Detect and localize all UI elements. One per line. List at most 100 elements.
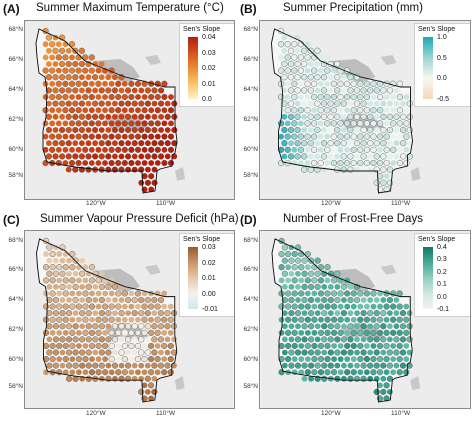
grid-cell-dot <box>62 290 69 297</box>
grid-cell-dot <box>383 355 390 363</box>
grid-cell-dot <box>327 336 334 343</box>
grid-cell-dot <box>79 87 85 94</box>
grid-cell-dot <box>72 349 79 356</box>
grid-cell-dot <box>308 375 314 382</box>
grid-cell-dot <box>42 303 50 310</box>
grid-cell-dot <box>310 54 318 61</box>
grid-cell-dot <box>330 277 338 284</box>
grid-cell-dot <box>383 94 390 100</box>
grid-cell-dot <box>363 93 371 101</box>
grid-cell-dot <box>281 153 288 160</box>
grid-cell-dot <box>105 127 112 133</box>
grid-cell-dot <box>75 120 82 127</box>
grid-cell-dot <box>72 60 79 68</box>
grid-cell-dot <box>52 47 59 54</box>
grid-cell-dot <box>82 355 89 363</box>
grid-cell-dot <box>298 303 305 310</box>
grid-cell-dot <box>341 323 347 330</box>
grid-cell-dot <box>373 87 380 94</box>
grid-cell-dot <box>287 126 295 134</box>
grid-cell-dot <box>157 100 165 107</box>
grid-cell-dot <box>390 160 397 166</box>
grid-cell-dot <box>144 296 151 304</box>
grid-cell-dot <box>98 362 105 369</box>
grid-cell-dot <box>78 60 86 68</box>
grid-cell-dot <box>52 323 60 330</box>
grid-cell-dot <box>59 270 66 277</box>
grid-cell-dot <box>154 107 161 114</box>
grid-cell-dot <box>75 159 82 167</box>
grid-cell-dot <box>121 369 128 376</box>
grid-cell-dot <box>161 303 168 310</box>
lat-label: 66°N <box>8 266 23 273</box>
grid-cell-dot <box>320 113 328 120</box>
grid-cell-dot <box>115 369 122 376</box>
grid-cell-dot <box>42 41 49 48</box>
grid-cell-dot <box>370 355 377 363</box>
grid-cell-dot <box>52 127 59 133</box>
grid-cell-dot <box>399 323 407 330</box>
grid-cell-dot <box>396 369 403 376</box>
grid-cell-dot <box>95 303 102 310</box>
grid-cell-dot <box>145 166 151 173</box>
grid-cell-dot <box>134 146 142 153</box>
grid-cell-dot <box>281 284 288 290</box>
grid-cell-dot <box>350 159 357 167</box>
grid-cell-dot <box>158 349 164 356</box>
grid-cell-dot <box>79 284 86 290</box>
grid-cell-dot <box>347 74 354 81</box>
grid-cell-dot <box>95 160 102 166</box>
grid-cell-dot <box>82 290 89 297</box>
grid-cell-dot <box>334 323 341 330</box>
grid-cell-dot <box>157 140 165 147</box>
grid-cell-dot <box>151 179 158 186</box>
grid-cell-dot <box>393 310 400 317</box>
grid-cell-dot <box>118 140 125 147</box>
grid-cell-dot <box>327 153 334 160</box>
grid-cell-dot <box>65 113 72 120</box>
grid-cell-dot <box>131 336 138 343</box>
grid-cell-dot <box>363 133 371 140</box>
grid-cell-dot <box>373 375 380 382</box>
grid-cell-dot <box>344 303 351 310</box>
grid-cell-dot <box>343 80 351 87</box>
grid-cell-dot <box>128 369 135 376</box>
grid-cell-dot <box>301 362 308 369</box>
grid-cell-dot <box>340 87 347 94</box>
grid-cell-dot <box>321 127 327 133</box>
grid-cell-dot <box>370 146 377 153</box>
grid-cell-dot <box>82 160 89 166</box>
grid-cell-dot <box>393 336 400 343</box>
grid-cell-dot <box>69 250 76 258</box>
legend: Sen's Slope 0.04 0.03 0.02 0.01 0.0 <box>179 23 234 107</box>
grid-cell-dot <box>304 316 311 323</box>
grid-cell-dot <box>314 74 321 81</box>
grid-cell-dot <box>95 369 102 376</box>
grid-cell-dot <box>307 283 315 290</box>
grid-cell-dot <box>373 323 380 330</box>
grid-cell-dot <box>340 100 347 107</box>
panel-title: Summer Precipitation (mm) <box>283 2 423 14</box>
grid-cell-dot <box>151 113 158 120</box>
grid-cell-dot <box>317 277 325 284</box>
grid-cell-dot <box>380 166 387 173</box>
region-outline <box>271 28 413 194</box>
grid-cell-dot <box>340 336 348 343</box>
grid-cell-dot <box>350 133 357 140</box>
grid-cell-dot <box>396 355 403 363</box>
grid-cell-dot <box>124 100 132 107</box>
grid-cell-dot <box>386 310 393 317</box>
grid-cell-dot <box>357 303 364 310</box>
grid-cell-dot <box>367 153 374 160</box>
grid-cell-dot <box>321 336 328 343</box>
lat-label: 64°N <box>243 296 258 303</box>
grid-cell-dot <box>65 60 72 68</box>
grid-cell-dot <box>72 270 79 277</box>
grid-cell-dot <box>278 329 285 336</box>
grid-cell-dot <box>105 74 112 81</box>
grid-cell-dot <box>151 323 158 330</box>
grid-cell-dot <box>161 329 168 336</box>
grid-cell-dot <box>367 336 374 343</box>
grid-cell-dot <box>337 93 344 101</box>
grid-cell-dot <box>128 159 135 167</box>
